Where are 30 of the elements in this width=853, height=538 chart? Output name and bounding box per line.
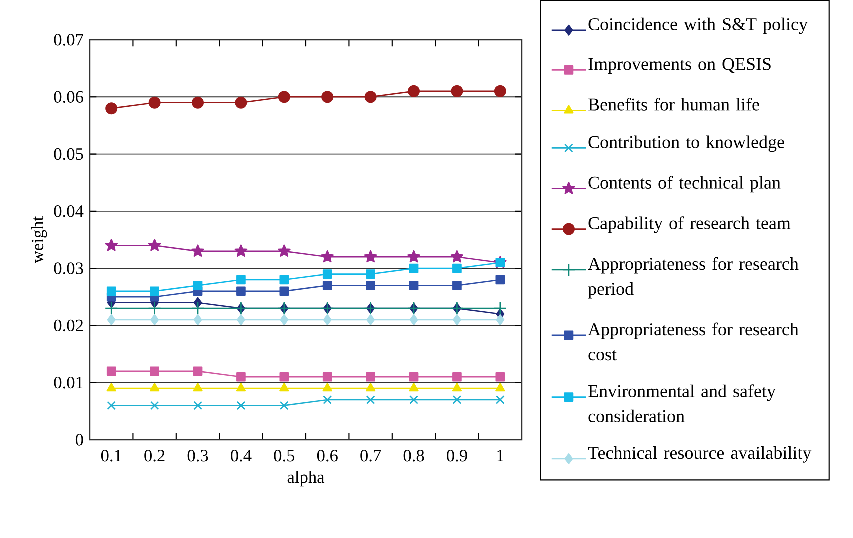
legend-label: Appropriateness for research period xyxy=(588,257,799,299)
legend-label: Contents of technical plan xyxy=(588,176,781,193)
y-axis-title: weight xyxy=(31,216,48,264)
x-tick-label: 0.4 xyxy=(231,450,252,462)
x-tick-label: 0.6 xyxy=(317,450,338,462)
legend-label: Benefits for human life xyxy=(588,98,760,111)
legend-label: Technical resource availability xyxy=(588,446,812,463)
y-tick-label: 0 xyxy=(76,434,84,446)
y-tick-label: 0.01 xyxy=(54,376,83,389)
y-tick-label: 0.02 xyxy=(54,320,84,332)
x-tick-label: 1 xyxy=(498,450,504,462)
x-tick-label: 0.1 xyxy=(101,450,122,462)
legend-label: Coincidence with S&T policy xyxy=(588,18,808,34)
legend-label: Contribution to knowledge xyxy=(588,136,784,152)
y-tick-label: 0.04 xyxy=(54,206,84,218)
x-tick-label: 0.7 xyxy=(360,450,382,462)
legend-label: Capability of research team xyxy=(588,216,791,234)
legend-label: Improvements on QESIS xyxy=(588,58,771,74)
legend-label: Environmental and safety consideration xyxy=(588,384,776,422)
legend-label: Appropriateness for research cost xyxy=(588,322,799,361)
x-tick-label: 0.9 xyxy=(447,450,468,462)
x-tick-label: 0.8 xyxy=(404,450,424,462)
x-tick-label: 0.3 xyxy=(188,450,208,462)
y-tick-label: 0.07 xyxy=(54,34,84,46)
y-tick-label: 0.03 xyxy=(54,262,84,274)
x-tick-label: 0.2 xyxy=(144,450,165,462)
x-axis-title: alpha xyxy=(288,470,325,487)
y-tick-label: 0.05 xyxy=(54,148,84,160)
y-tick-label: 0.06 xyxy=(54,91,84,104)
x-tick-label: 0.5 xyxy=(274,450,295,462)
